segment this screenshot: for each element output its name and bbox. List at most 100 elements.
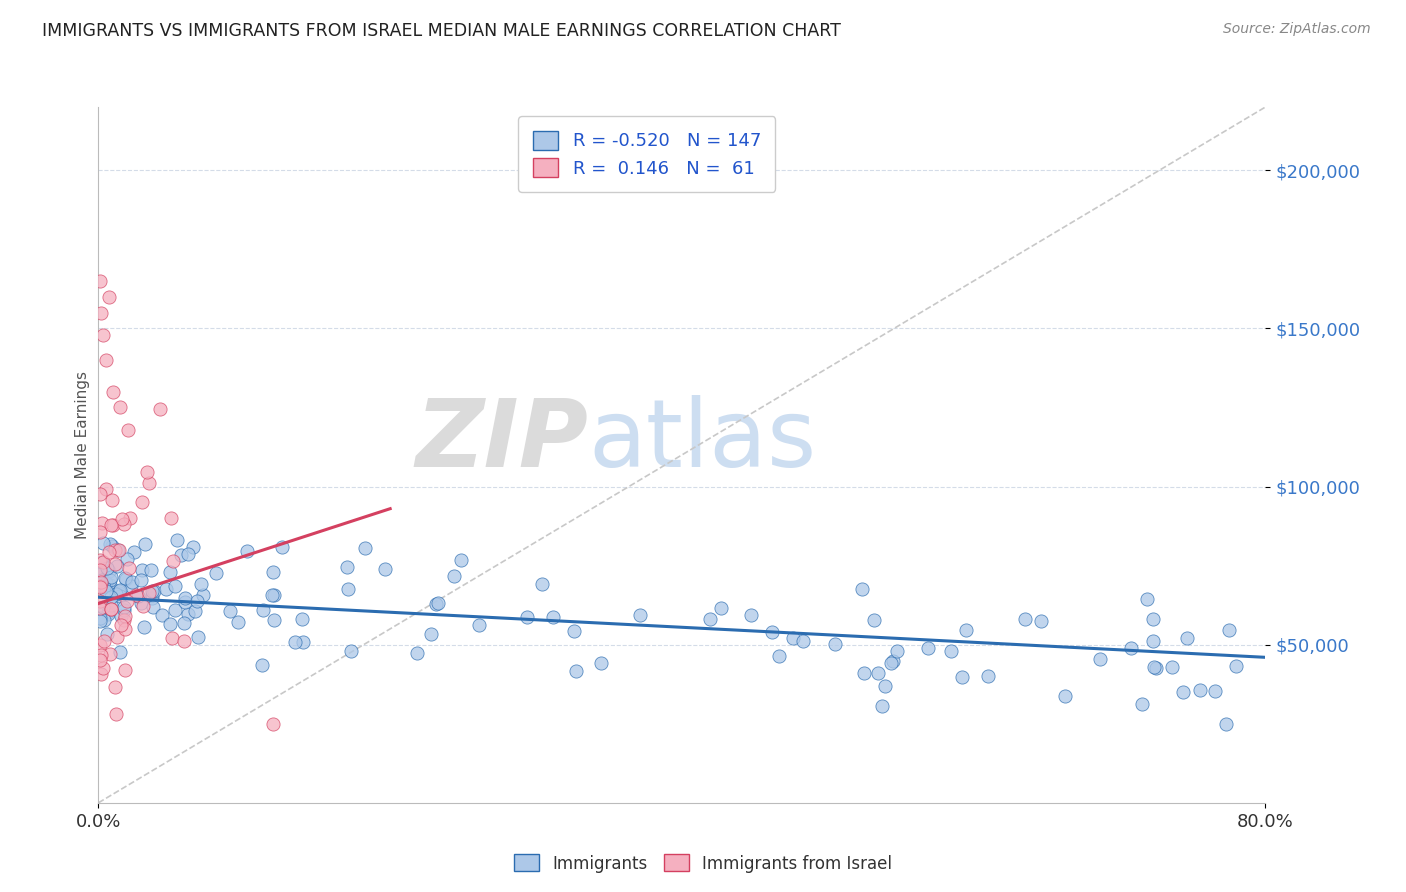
Point [142, 599, 165, 614]
Point [782, 632, 804, 646]
Point [134, 537, 156, 551]
Text: ZIP: ZIP [416, 395, 589, 487]
Point [114, 608, 136, 623]
Point [1130, 698, 1153, 712]
Point [425, 597, 447, 611]
Point [761, 624, 783, 639]
Point [132, 620, 155, 634]
Point [110, 511, 132, 525]
Point [187, 630, 209, 644]
Point [100, 601, 122, 615]
Point [114, 663, 136, 677]
Point [260, 588, 283, 602]
Point [236, 544, 259, 558]
Text: IMMIGRANTS VS IMMIGRANTS FROM ISRAEL MEDIAN MALE EARNINGS CORRELATION CHART: IMMIGRANTS VS IMMIGRANTS FROM ISRAEL MED… [42, 22, 841, 40]
Point [516, 610, 538, 624]
Point [851, 582, 873, 597]
Point [100, 590, 122, 604]
Point [190, 576, 212, 591]
Point [94, 353, 117, 368]
Point [90, 648, 112, 662]
Point [114, 623, 136, 637]
Point [1136, 592, 1159, 607]
Point [149, 402, 172, 417]
Point [94, 584, 117, 599]
Point [427, 596, 450, 610]
Point [1215, 717, 1237, 731]
Point [181, 540, 204, 554]
Point [1189, 683, 1212, 698]
Point [93, 581, 115, 595]
Point [591, 656, 613, 670]
Point [91, 555, 114, 569]
Point [89, 638, 111, 652]
Point [98, 647, 121, 661]
Point [162, 554, 184, 568]
Point [91, 536, 114, 550]
Point [112, 613, 135, 627]
Point [89, 594, 111, 608]
Point [882, 654, 904, 668]
Point [89, 610, 111, 624]
Point [263, 613, 285, 627]
Point [117, 560, 139, 574]
Point [950, 670, 973, 684]
Point [89, 525, 111, 540]
Point [228, 615, 250, 630]
Point [699, 612, 721, 626]
Point [186, 594, 208, 608]
Point [159, 565, 181, 579]
Point [1218, 623, 1240, 637]
Point [1142, 612, 1164, 626]
Point [114, 572, 136, 586]
Point [271, 540, 294, 554]
Point [467, 618, 489, 632]
Legend: R = -0.520   N = 147, R =  0.146   N =  61: R = -0.520 N = 147, R = 0.146 N = 61 [519, 116, 775, 192]
Point [89, 601, 111, 615]
Point [450, 553, 472, 567]
Point [120, 579, 142, 593]
Point [107, 586, 129, 600]
Point [163, 579, 186, 593]
Point [1121, 641, 1143, 656]
Point [284, 635, 307, 649]
Point [142, 584, 165, 599]
Point [204, 566, 226, 580]
Point [96, 561, 118, 575]
Point [129, 574, 152, 588]
Point [100, 493, 122, 508]
Point [977, 669, 1000, 683]
Point [90, 516, 112, 530]
Point [94, 576, 117, 591]
Point [91, 600, 114, 615]
Point [443, 568, 465, 582]
Point [104, 587, 127, 601]
Point [131, 563, 153, 577]
Point [90, 574, 112, 589]
Point [1090, 652, 1112, 666]
Point [166, 533, 188, 548]
Point [136, 465, 159, 479]
Point [354, 541, 377, 555]
Point [173, 591, 195, 605]
Point [96, 626, 118, 640]
Point [105, 630, 128, 644]
Point [100, 517, 122, 532]
Point [141, 584, 163, 599]
Point [110, 583, 132, 598]
Point [170, 549, 193, 563]
Legend: Immigrants, Immigrants from Israel: Immigrants, Immigrants from Israel [508, 847, 898, 880]
Point [1171, 685, 1194, 699]
Point [337, 582, 360, 596]
Point [1142, 634, 1164, 648]
Point [91, 573, 114, 587]
Point [93, 660, 115, 674]
Point [184, 604, 207, 618]
Point [138, 586, 160, 600]
Point [160, 511, 183, 525]
Point [173, 634, 195, 648]
Point [628, 607, 651, 622]
Point [543, 609, 565, 624]
Point [880, 657, 903, 671]
Point [405, 646, 427, 660]
